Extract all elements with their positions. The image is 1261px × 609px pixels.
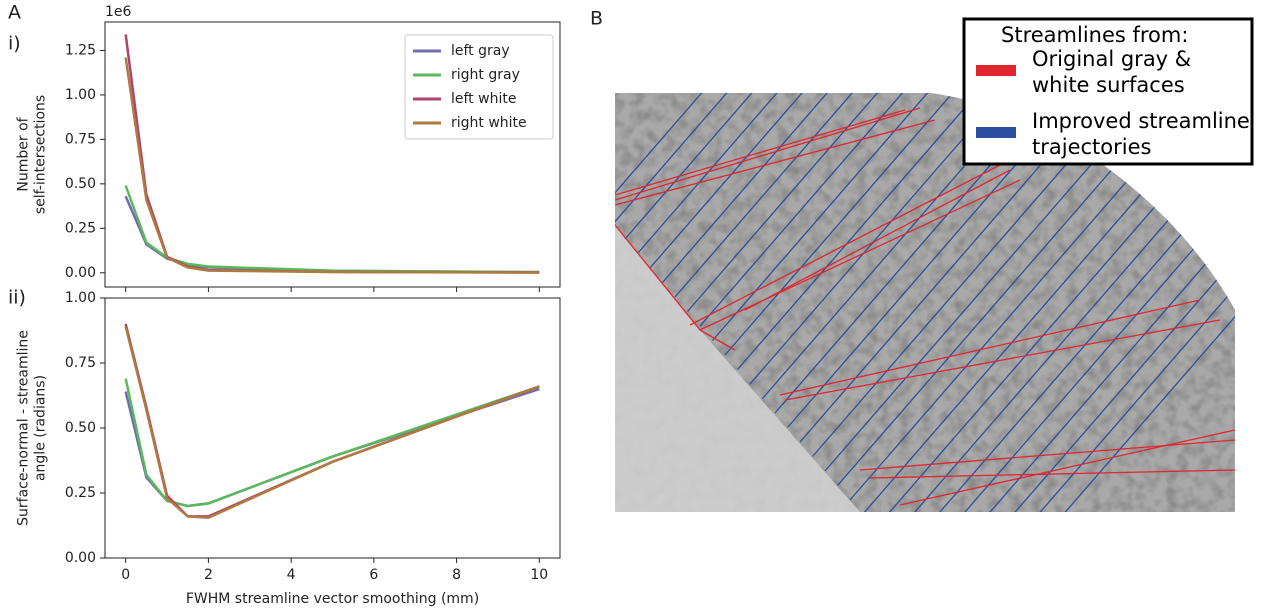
panel-label: ii) bbox=[8, 287, 26, 309]
y-tick-label: 0.00 bbox=[65, 265, 96, 281]
y-tick-label: 0.75 bbox=[65, 355, 96, 371]
x-tick-label: 8 bbox=[452, 567, 461, 583]
series-line bbox=[126, 324, 540, 516]
x-tick-label: 10 bbox=[530, 567, 548, 583]
y-axis-label: self-intersections bbox=[33, 95, 49, 214]
legend: left gray right gray left white right white bbox=[405, 35, 553, 139]
y-tick-label: 0.25 bbox=[65, 485, 96, 501]
y-tick-label: 0.25 bbox=[65, 220, 96, 236]
y-axis-label: Number of bbox=[16, 116, 32, 191]
legend-label: right gray bbox=[451, 67, 520, 83]
panel-label: A bbox=[8, 2, 21, 24]
y-tick-label: 0.50 bbox=[65, 420, 96, 436]
y-tick-label: 1.25 bbox=[65, 42, 96, 58]
figure: A B Streamlines from: Original gray &whi… bbox=[0, 0, 1261, 609]
legend-label: Original gray & bbox=[1032, 47, 1191, 71]
y-tick-label: 0.75 bbox=[65, 131, 96, 147]
x-tick-label: 6 bbox=[369, 567, 378, 583]
panel-b-legend: Streamlines from: Original gray &white s… bbox=[964, 19, 1252, 164]
y-tick-label: 0.50 bbox=[65, 176, 96, 192]
panel-label: i) bbox=[8, 33, 21, 55]
series-line bbox=[126, 186, 540, 272]
y-tick-label: 1.00 bbox=[65, 87, 96, 103]
y-tick-label: 0.00 bbox=[65, 550, 96, 566]
legend-label: Improved streamline bbox=[1032, 109, 1250, 133]
legend-swatch bbox=[976, 127, 1016, 138]
x-tick-label: 0 bbox=[121, 567, 130, 583]
legend-label: white surfaces bbox=[1032, 73, 1185, 97]
x-axis-label: FWHM streamline vector smoothing (mm) bbox=[186, 591, 479, 607]
plot-frame bbox=[105, 298, 560, 558]
panel-label: B bbox=[590, 8, 603, 30]
legend-swatch bbox=[976, 65, 1016, 76]
y-tick-label: 1.00 bbox=[65, 290, 96, 306]
x-tick-label: 2 bbox=[204, 567, 213, 583]
series-line bbox=[126, 379, 540, 506]
series-line bbox=[126, 196, 540, 272]
x-tick-label: 4 bbox=[287, 567, 296, 583]
legend-label: left gray bbox=[451, 43, 510, 59]
y-axis-label: Surface-normal - streamline bbox=[16, 330, 32, 526]
y-axis-label: angle (radians) bbox=[33, 375, 49, 481]
series-line bbox=[126, 327, 540, 518]
legend-label: right white bbox=[451, 115, 527, 131]
legend-label: trajectories bbox=[1032, 135, 1151, 159]
legend-label: left white bbox=[451, 91, 516, 107]
legend-title: Streamlines from: bbox=[1001, 23, 1188, 47]
y-offset-label: 1e6 bbox=[105, 4, 132, 20]
